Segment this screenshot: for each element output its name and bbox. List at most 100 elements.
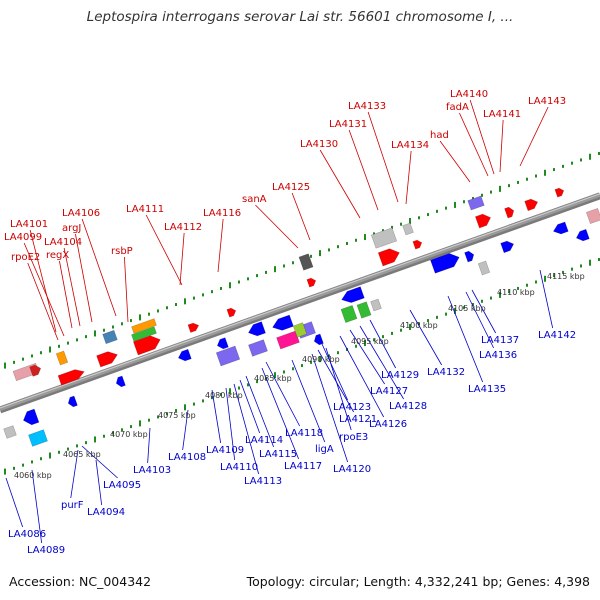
lower-gene-label: LA4108: [168, 452, 206, 463]
lower-ruler-tick: [256, 380, 258, 384]
gene-feature: [477, 260, 491, 276]
upper-ruler-tick: [292, 261, 294, 265]
upper-ruler-tick: [445, 206, 447, 210]
upper-gene-label: rsbP: [111, 246, 133, 257]
label-leader: [225, 387, 236, 461]
lower-ruler-tick: [418, 322, 420, 326]
kbp-scale-label: 4100 kbp: [400, 321, 438, 330]
gene-feature: [298, 253, 314, 271]
lower-ruler-tick: [454, 307, 456, 314]
upper-ruler-tick: [580, 158, 582, 162]
gene-features: [3, 187, 600, 447]
gene-feature: [23, 408, 40, 426]
upper-ruler-tick: [436, 209, 438, 213]
upper-ruler-tick: [364, 234, 366, 241]
lower-ruler-tick: [526, 283, 528, 287]
lower-ruler-tick: [157, 415, 159, 419]
lower-ruler-tick: [292, 367, 294, 371]
gene-feature: [412, 239, 423, 250]
upper-ruler-tick: [211, 290, 213, 294]
label-leader: [447, 295, 484, 383]
upper-gene-label: sanA: [242, 194, 267, 205]
lower-gene-label: LA4114: [245, 435, 283, 446]
gene-feature: [67, 395, 78, 408]
lower-gene-label: LA4117: [284, 461, 322, 472]
label-leaders: [5, 99, 554, 544]
backbone-highlight: [0, 193, 600, 409]
gene-feature: [115, 375, 126, 388]
label-leader: [23, 242, 65, 337]
upper-ruler-tick: [85, 335, 87, 339]
upper-ruler-tick: [202, 293, 204, 297]
lower-ruler-tick: [166, 412, 168, 416]
lower-ruler-tick: [553, 274, 555, 278]
lower-gene-label: LA4110: [220, 462, 258, 473]
lower-gene-label: LA4118: [285, 428, 323, 439]
label-leader: [81, 218, 117, 317]
upper-ruler-tick: [40, 351, 42, 355]
lower-ruler-tick: [544, 275, 546, 282]
upper-ruler-tick: [22, 357, 24, 361]
lower-gene-label: LA4121: [339, 414, 377, 425]
gene-feature: [29, 364, 42, 377]
gene-feature: [187, 322, 200, 333]
lower-ruler-tick: [40, 457, 42, 461]
gene-feature: [272, 314, 294, 331]
lower-ruler-tick: [337, 351, 339, 355]
gene-feature: [341, 286, 365, 303]
lower-ruler-tick: [571, 267, 573, 271]
lower-ruler-tick: [175, 409, 177, 413]
lower-ruler-tick: [391, 331, 393, 335]
upper-ruler-tick: [31, 354, 33, 358]
gene-feature: [55, 350, 69, 366]
gene-feature: [504, 206, 515, 219]
kbp-scale-label: 4085 kbp: [254, 374, 292, 383]
label-leader: [409, 309, 442, 366]
upper-ruler-tick: [76, 338, 78, 342]
lower-ruler-tick: [58, 450, 60, 454]
upper-ruler-tick: [265, 270, 267, 274]
upper-ruler-tick: [229, 282, 231, 289]
lower-gene-label: purF: [61, 500, 84, 511]
kbp-scale-label: 4060 kbp: [14, 471, 52, 480]
upper-gene-label: LA4101: [10, 219, 48, 230]
kbp-scale-label: 4070 kbp: [110, 430, 148, 439]
lower-ruler-tick: [445, 312, 447, 316]
lower-ruler-tick: [598, 258, 600, 262]
lower-gene-label: LA4126: [369, 419, 407, 430]
label-leader: [81, 445, 118, 479]
gene-feature: [215, 345, 241, 367]
upper-ruler-tick: [499, 185, 501, 192]
upper-ruler-tick: [400, 222, 402, 226]
upper-ruler-tick: [274, 266, 276, 273]
upper-ruler-tick: [526, 177, 528, 181]
lower-ruler-tick: [67, 447, 69, 451]
upper-gene-label: rpoE2: [11, 252, 40, 263]
gene-feature: [276, 330, 300, 350]
lower-ruler-tick: [319, 356, 321, 363]
lower-ruler-tick: [238, 386, 240, 390]
upper-gene-label: LA4125: [272, 182, 310, 193]
lower-ruler-tick: [139, 420, 141, 427]
gene-feature: [96, 351, 118, 368]
kbp-scale: 4060 kbp 4065 kbp 4070 kbp 4075 kbp 4080 kbp…: [14, 272, 585, 480]
gene-feature: [475, 213, 492, 229]
gene-feature: [248, 339, 268, 357]
gene-feature: [500, 240, 515, 254]
lower-gene-label: LA4109: [206, 445, 244, 456]
upper-ruler-tick: [562, 164, 564, 168]
label-leader: [265, 361, 300, 427]
lower-ruler-tick: [409, 323, 411, 330]
label-leader: [311, 353, 349, 463]
gene-feature: [3, 425, 17, 439]
label-leader: [31, 469, 43, 544]
upper-gene-label: LA4133: [348, 101, 386, 112]
upper-ruler-tick: [409, 217, 411, 224]
upper-ruler-tick: [544, 169, 546, 176]
lower-gene-label: LA4086: [8, 529, 46, 540]
upper-ruler-tick: [490, 190, 492, 194]
upper-ruler-tick: [508, 184, 510, 188]
gene-feature: [370, 227, 398, 249]
upper-ruler-tick: [121, 322, 123, 326]
lower-ruler-tick: [400, 328, 402, 332]
